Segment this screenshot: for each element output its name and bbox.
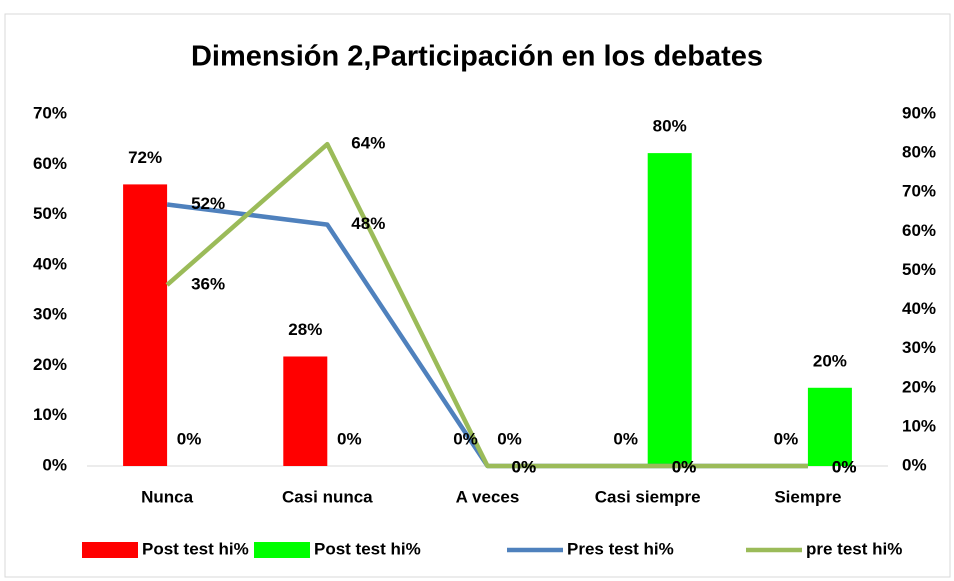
data-label: 0% xyxy=(512,457,537,476)
y2-tick-label: 0% xyxy=(902,455,927,474)
x-tick-label: Nunca xyxy=(141,487,194,506)
data-label: 0% xyxy=(453,429,478,448)
data-label: 80% xyxy=(653,117,687,136)
data-label: 20% xyxy=(813,351,847,370)
data-label: 64% xyxy=(351,134,385,153)
y2-tick-label: 50% xyxy=(902,260,936,279)
y2-tick-label: 70% xyxy=(902,182,936,201)
bar xyxy=(123,184,168,466)
line xyxy=(165,141,808,469)
legend-label: pre test hi% xyxy=(806,539,902,558)
y2-tick-label: 30% xyxy=(902,338,936,357)
data-label: 0% xyxy=(497,429,522,448)
data-label: 0% xyxy=(613,429,638,448)
data-label: 36% xyxy=(191,274,225,293)
data-label: 28% xyxy=(288,320,322,339)
data-label: 0% xyxy=(177,429,202,448)
y2-tick-label: 20% xyxy=(902,377,936,396)
data-label: 72% xyxy=(128,148,162,167)
y2-tick-label: 10% xyxy=(902,416,936,435)
data-label: 0% xyxy=(672,457,697,476)
y-tick-label: 10% xyxy=(33,405,67,424)
y-tick-label: 30% xyxy=(33,305,67,324)
data-label: 48% xyxy=(351,214,385,233)
x-tick-label: Siempre xyxy=(774,487,841,506)
y-tick-label: 20% xyxy=(33,355,67,374)
legend-label: Post test hi% xyxy=(142,539,249,558)
y2-tick-label: 80% xyxy=(902,143,936,162)
bar xyxy=(283,356,328,466)
bar xyxy=(807,387,852,466)
data-label: 0% xyxy=(337,429,362,448)
data-label: 52% xyxy=(191,194,225,213)
legend-swatch xyxy=(82,542,138,558)
legend-label: Post test hi% xyxy=(314,539,421,558)
y2-tick-label: 60% xyxy=(902,221,936,240)
y-tick-label: 0% xyxy=(42,455,67,474)
bar xyxy=(647,153,692,466)
legend-swatch xyxy=(254,542,310,558)
data-label: 0% xyxy=(672,457,697,476)
x-tick-label: Casi nunca xyxy=(282,487,373,506)
y-tick-label: 50% xyxy=(33,204,67,223)
data-label: 0% xyxy=(832,457,857,476)
chart-title: Dimensión 2,Participación en los debates xyxy=(191,41,763,73)
y-tick-label: 40% xyxy=(33,254,67,273)
y-tick-label: 70% xyxy=(33,103,67,122)
legend-label: Pres test hi% xyxy=(567,539,674,558)
x-tick-label: A veces xyxy=(456,487,520,506)
y-tick-label: 60% xyxy=(33,154,67,173)
y2-tick-label: 40% xyxy=(902,299,936,318)
data-label: 0% xyxy=(774,429,799,448)
x-tick-label: Casi siempre xyxy=(595,487,701,506)
y2-tick-label: 90% xyxy=(902,103,936,122)
data-label: 0% xyxy=(512,457,537,476)
data-label: 0% xyxy=(832,457,857,476)
